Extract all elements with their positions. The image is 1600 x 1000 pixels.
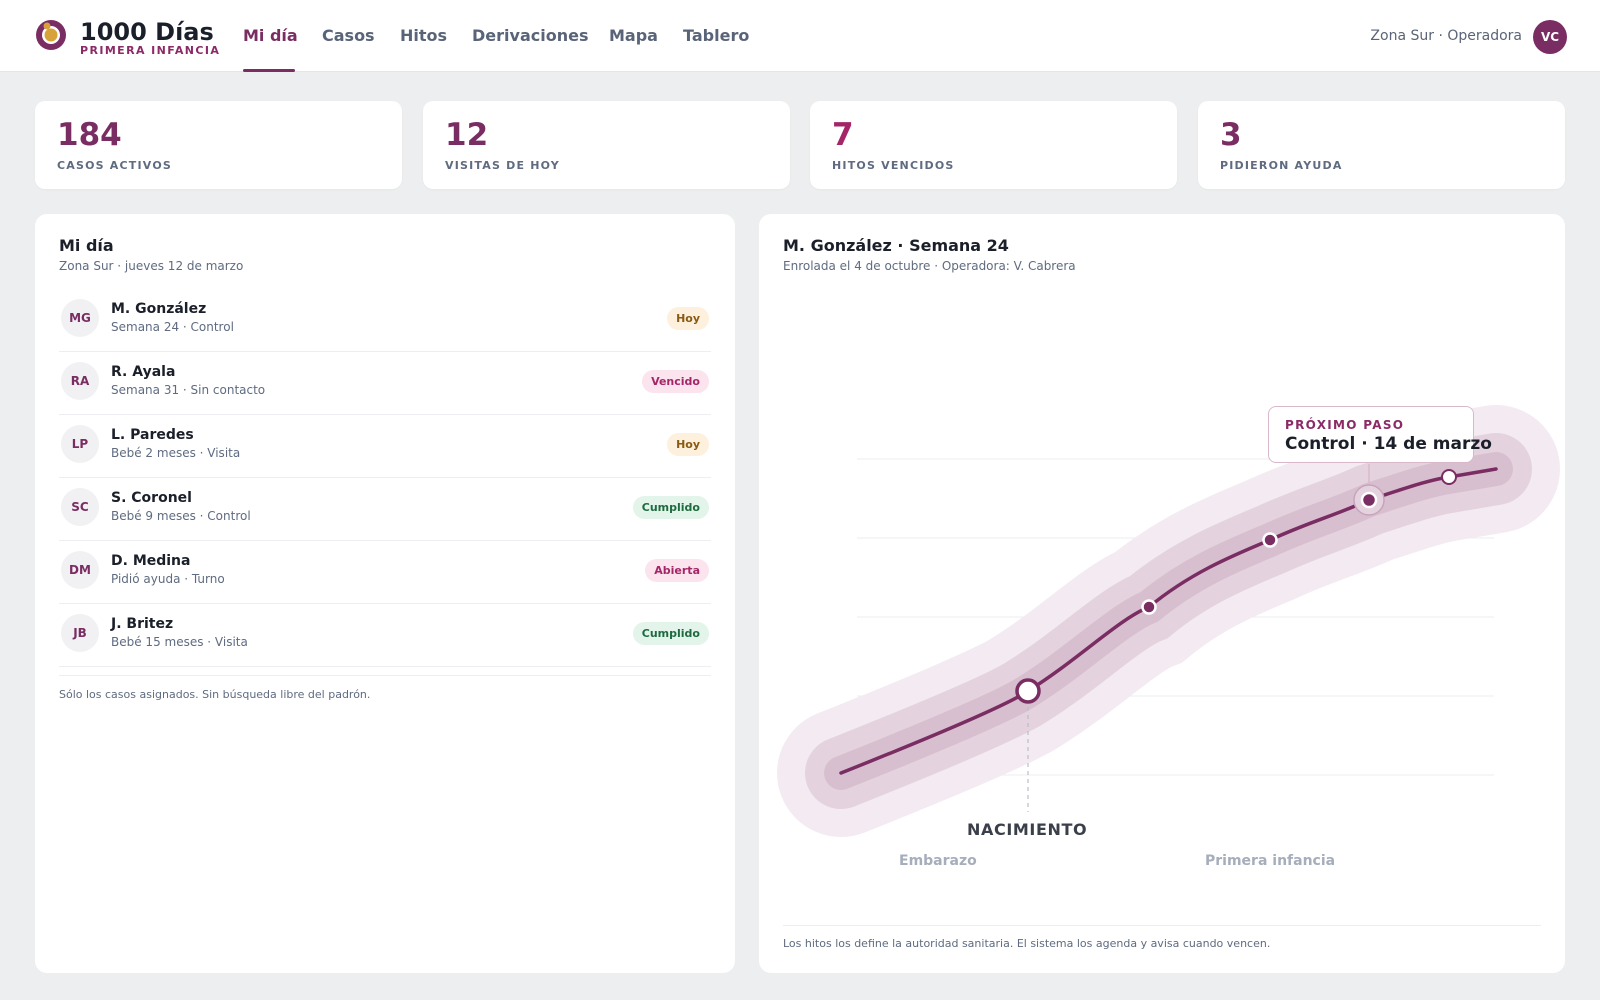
case-avatar: LP xyxy=(61,425,99,463)
case-avatar: SC xyxy=(61,488,99,526)
case-avatar: MG xyxy=(61,299,99,337)
status-badge: Vencido xyxy=(642,370,709,393)
case-row[interactable]: SC S. Coronel Bebé 9 meses · Control Cum… xyxy=(59,478,711,541)
nav-tab-derivaciones[interactable]: Derivaciones xyxy=(472,26,589,45)
case-title: M. González · Semana 24 xyxy=(783,236,1009,255)
phase-label-early-childhood: Primera infancia xyxy=(1205,853,1336,869)
case-name: L. Paredes xyxy=(111,427,194,443)
case-name: S. Coronel xyxy=(111,490,192,506)
case-avatar: JB xyxy=(61,614,99,652)
case-detail: Pidió ayuda · Turno xyxy=(111,572,225,586)
stat-label: CASOS ACTIVOS xyxy=(57,159,172,172)
case-row[interactable]: DM D. Medina Pidió ayuda · Turno Abierta xyxy=(59,541,711,604)
brand[interactable]: 1000 Días PRIMERA INFANCIA xyxy=(34,18,224,58)
status-badge: Cumplido xyxy=(632,496,709,519)
ring-logo-icon xyxy=(36,20,66,50)
stat-value: 7 xyxy=(832,117,854,153)
birth-label: NACIMIENTO xyxy=(967,820,1088,839)
case-name: J. Britez xyxy=(111,616,174,632)
stat-label: VISITAS DE HOY xyxy=(445,159,560,172)
footer-note: Sólo los casos asignados. Sin búsqueda l… xyxy=(59,688,371,701)
user-avatar[interactable]: VC xyxy=(1533,20,1567,54)
panel-title: Mi día xyxy=(59,236,114,255)
stat-value: 184 xyxy=(57,117,122,153)
nav-tab-casos[interactable]: Casos xyxy=(322,26,375,45)
case-name: R. Ayala xyxy=(111,364,176,380)
next-milestone-marker[interactable] xyxy=(1360,491,1378,509)
active-tab-indicator xyxy=(243,69,295,72)
next-step-label: PRÓXIMO PASO xyxy=(1285,418,1405,432)
next-step-value: Control · 14 de marzo xyxy=(1285,434,1492,454)
panel-subtitle: Zona Sur · jueves 12 de marzo xyxy=(59,259,244,273)
stat-value: 3 xyxy=(1220,117,1242,153)
status-badge: Abierta xyxy=(645,559,709,582)
case-avatar: RA xyxy=(61,362,99,400)
case-row[interactable]: LP L. Paredes Bebé 2 meses · Visita Hoy xyxy=(59,415,711,478)
footer-note: Los hitos los define la autoridad sanita… xyxy=(783,937,1271,950)
user-zone-role: Zona Sur · Operadora xyxy=(1370,28,1522,44)
status-badge: Hoy xyxy=(667,433,709,456)
phase-label-pregnancy: Embarazo xyxy=(899,853,977,869)
status-badge: Cumplido xyxy=(632,622,709,645)
top-bar: 1000 Días PRIMERA INFANCIA Mi día Casos … xyxy=(0,0,1600,72)
case-trajectory-panel: M. González · Semana 24 Enrolada el 4 de… xyxy=(759,214,1565,973)
future-milestone-marker[interactable] xyxy=(1441,469,1457,485)
case-detail: Semana 24 · Control xyxy=(111,320,234,334)
divider xyxy=(783,925,1541,926)
birth-milestone-marker[interactable] xyxy=(1015,678,1041,704)
case-name: D. Medina xyxy=(111,553,191,569)
status-badge: Hoy xyxy=(667,307,709,330)
case-row[interactable]: RA R. Ayala Semana 31 · Sin contacto Ven… xyxy=(59,352,711,415)
stat-label: PIDIERON AYUDA xyxy=(1220,159,1343,172)
stat-label: HITOS VENCIDOS xyxy=(832,159,955,172)
case-detail: Bebé 15 meses · Visita xyxy=(111,635,248,649)
nav-tab-hitos[interactable]: Hitos xyxy=(400,26,448,45)
app-subtitle: PRIMERA INFANCIA xyxy=(80,44,221,57)
milestone-marker[interactable] xyxy=(1262,532,1278,548)
stat-card-help-requests[interactable]: 3 PIDIERON AYUDA xyxy=(1198,101,1565,189)
stat-card-visits-today[interactable]: 12 VISITAS DE HOY xyxy=(423,101,790,189)
case-row[interactable]: JB J. Britez Bebé 15 meses · Visita Cump… xyxy=(59,604,711,667)
milestone-marker[interactable] xyxy=(1141,599,1157,615)
case-detail: Bebé 2 meses · Visita xyxy=(111,446,241,460)
case-subtitle: Enrolada el 4 de octubre · Operadora: V.… xyxy=(783,259,1076,273)
stat-value: 12 xyxy=(445,117,489,153)
nav-tab-mi-dia[interactable]: Mi día xyxy=(243,26,298,45)
case-detail: Semana 31 · Sin contacto xyxy=(111,383,266,397)
nav-tab-tablero[interactable]: Tablero xyxy=(683,26,750,45)
stat-card-overdue-milestones[interactable]: 7 HITOS VENCIDOS xyxy=(810,101,1177,189)
trajectory-chart xyxy=(777,405,1560,837)
case-detail: Bebé 9 meses · Control xyxy=(111,509,251,523)
app-title: 1000 Días xyxy=(80,18,214,46)
nav-tab-mapa[interactable]: Mapa xyxy=(609,26,658,45)
stat-card-active-cases[interactable]: 184 CASOS ACTIVOS xyxy=(35,101,402,189)
case-row[interactable]: MG M. González Semana 24 · Control Hoy xyxy=(59,289,711,352)
my-day-panel: Mi día Zona Sur · jueves 12 de marzo MG … xyxy=(35,214,735,973)
case-avatar: DM xyxy=(61,551,99,589)
next-step-callout[interactable]: PRÓXIMO PASO Control · 14 de marzo xyxy=(1268,406,1492,463)
case-name: M. González xyxy=(111,301,207,317)
divider xyxy=(59,675,711,676)
